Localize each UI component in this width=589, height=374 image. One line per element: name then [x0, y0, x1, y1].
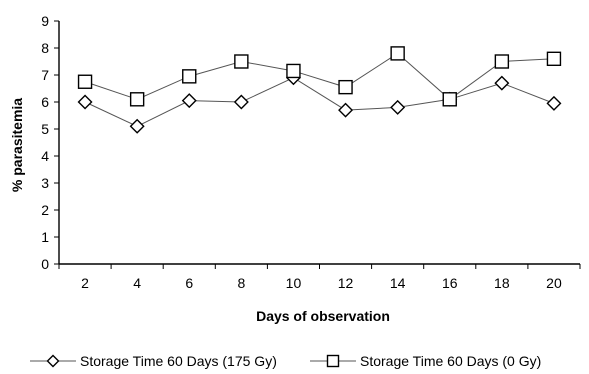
y-tick-label: 8	[41, 40, 49, 56]
series-layer	[77, 46, 562, 134]
x-tick-label: 16	[442, 275, 458, 291]
data-point-diamond	[338, 102, 354, 118]
legend-label: Storage Time 60 Days (0 Gy)	[360, 353, 541, 369]
x-tick-label: 18	[494, 275, 510, 291]
x-axis-ticks: 2 4 6 8 10 12 14 16 18 20	[58, 264, 581, 291]
data-point-square	[442, 92, 457, 107]
data-point-diamond	[181, 93, 197, 109]
x-axis-title: Days of observation	[256, 308, 390, 324]
x-tick-label: 10	[286, 275, 302, 291]
data-point-square	[546, 51, 562, 66]
legend-item: Storage Time 60 Days (175 Gy)	[30, 353, 277, 369]
data-point-square	[77, 74, 93, 89]
legend-item: Storage Time 60 Days (0 Gy)	[310, 353, 541, 369]
data-point-square	[234, 54, 249, 69]
y-tick-label: 4	[41, 148, 49, 164]
x-tick-label: 4	[133, 275, 141, 291]
data-point-diamond	[233, 94, 249, 110]
series-diamond	[77, 70, 562, 134]
y-tick-label: 0	[41, 256, 49, 272]
x-tick-label: 20	[546, 275, 562, 291]
data-point-square	[286, 63, 301, 79]
data-point-diamond	[390, 99, 406, 115]
x-tick-label: 6	[185, 275, 193, 291]
legend-label: Storage Time 60 Days (175 Gy)	[80, 353, 277, 369]
x-tick-label: 2	[81, 275, 89, 291]
data-point-diamond	[129, 118, 145, 134]
y-tick-label: 2	[41, 202, 49, 218]
data-point-square	[338, 79, 353, 95]
data-point-diamond	[546, 95, 562, 111]
series-line	[84, 77, 555, 127]
series-line	[84, 52, 554, 100]
data-point-square	[494, 54, 510, 69]
legend: Storage Time 60 Days (175 Gy) Storage Tim…	[30, 353, 541, 369]
y-axis-title: % parasitemia	[9, 98, 25, 192]
y-tick-label: 9	[41, 13, 49, 29]
data-point-diamond	[494, 75, 510, 91]
data-point-square	[390, 46, 405, 61]
y-tick-label: 3	[41, 175, 49, 191]
y-tick-label: 5	[41, 121, 49, 137]
legend-marker-diamond	[46, 354, 60, 368]
legend-marker-square	[326, 354, 340, 368]
x-tick-label: 8	[237, 275, 245, 291]
y-tick-label: 6	[41, 94, 49, 110]
x-tick-label: 12	[338, 275, 354, 291]
data-point-diamond	[77, 94, 93, 110]
y-tick-label: 7	[41, 67, 49, 83]
series-square	[77, 46, 562, 107]
y-axis-ticks: 0 1 2 3 4 5 6 7 8 9	[41, 13, 59, 272]
data-point-square	[182, 69, 197, 84]
data-point-square	[129, 92, 145, 107]
y-tick-label: 1	[41, 229, 49, 245]
x-tick-label: 14	[390, 275, 406, 291]
